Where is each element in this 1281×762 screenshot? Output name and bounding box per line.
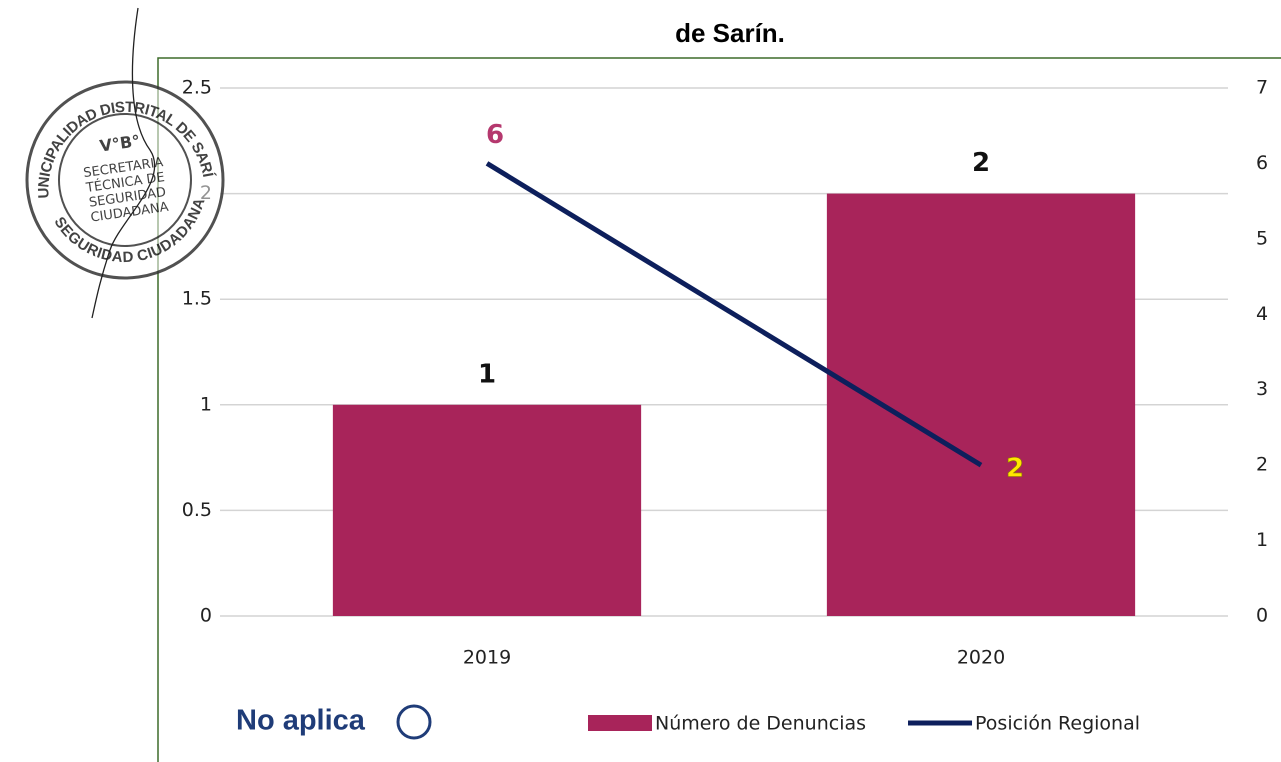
bar bbox=[332, 404, 642, 616]
stamp-ring bbox=[25, 80, 225, 280]
y-tick-label: 0 bbox=[200, 605, 212, 627]
y2-tick-label: 4 bbox=[1256, 303, 1268, 325]
y-tick-label: 2.5 bbox=[182, 77, 212, 99]
chart-title: de Sarín. bbox=[675, 18, 785, 48]
note-circle bbox=[396, 704, 432, 740]
y2-tick-label: 0 bbox=[1256, 605, 1268, 627]
chart-frame bbox=[157, 57, 1281, 762]
line-value-label: 2 bbox=[1006, 454, 1024, 484]
y2-tick-label: 1 bbox=[1256, 529, 1268, 551]
y2-tick-label: 5 bbox=[1256, 227, 1268, 249]
x-tick-label: 2019 bbox=[463, 647, 511, 669]
signature bbox=[91, 7, 156, 319]
y2-tick-label: 6 bbox=[1256, 152, 1268, 174]
stamp-ring bbox=[58, 113, 192, 247]
legend-label: Número de Denuncias bbox=[655, 713, 866, 735]
line-value-label: 6 bbox=[486, 120, 504, 150]
legend-label: Posición Regional bbox=[975, 713, 1140, 735]
x-tick-label: 2020 bbox=[957, 647, 1005, 669]
stamp: MUNICIPALIDAD DISTRITAL DE SARÍNSEGURIDA… bbox=[23, 80, 225, 280]
y2-tick-label: 2 bbox=[1256, 454, 1268, 476]
note: No aplica bbox=[236, 705, 366, 737]
y-tick-label: 0.5 bbox=[182, 499, 212, 521]
legend-swatch bbox=[588, 715, 652, 731]
bar bbox=[826, 193, 1136, 616]
bar-value-label: 2 bbox=[972, 148, 990, 178]
y2-tick-label: 3 bbox=[1256, 378, 1268, 400]
y-tick-label: 1 bbox=[200, 393, 212, 415]
y2-tick-label: 7 bbox=[1256, 77, 1268, 99]
bar-value-label: 1 bbox=[478, 359, 496, 389]
y-tick-label: 1.5 bbox=[182, 288, 212, 310]
line bbox=[485, 161, 983, 468]
